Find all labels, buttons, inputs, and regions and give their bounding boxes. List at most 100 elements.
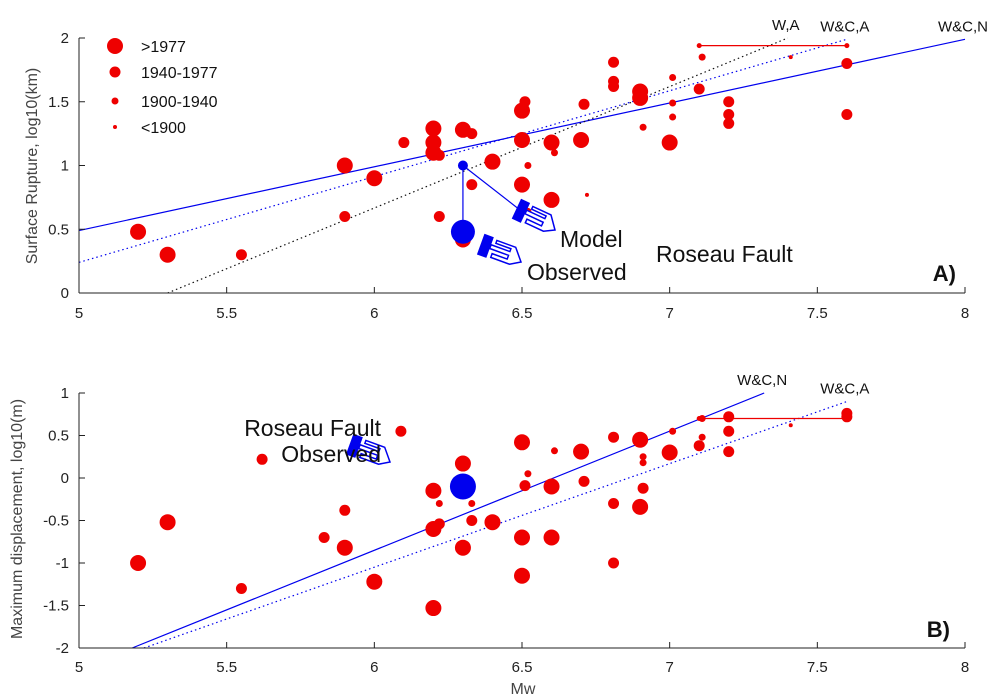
data-point <box>466 128 478 140</box>
data-point <box>514 176 530 193</box>
data-point <box>524 470 532 478</box>
panel-a-axes: 5 5.5 6 6.5 7 7.5 8 0 0.5 1 1.5 2 <box>48 30 969 322</box>
data-point <box>669 74 677 82</box>
panel-b-ranges <box>696 416 850 421</box>
data-point <box>514 529 530 546</box>
panel-b-x-axis-label: Mw <box>511 681 536 698</box>
panel-a-roseau-fault-label: Roseau Fault <box>656 241 793 267</box>
data-point <box>425 482 442 499</box>
y-tick-label: -2 <box>56 640 69 657</box>
regression-line-label: W&C,N <box>737 372 787 389</box>
data-point <box>425 600 442 617</box>
data-point <box>550 447 558 455</box>
data-point <box>723 117 735 129</box>
x-tick-label: 6.5 <box>512 659 533 676</box>
data-point <box>841 109 853 120</box>
data-point <box>550 149 558 157</box>
data-point <box>235 249 247 261</box>
range-endpoint <box>844 43 850 49</box>
data-point <box>519 96 531 108</box>
x-tick-label: 6 <box>370 305 378 322</box>
panel-a-ranges <box>696 43 850 49</box>
legend-marker <box>109 66 121 78</box>
data-point <box>318 532 330 543</box>
data-point <box>578 98 590 110</box>
panel-b-roseau-fault-label: Roseau Fault <box>244 415 381 441</box>
regression-line-label: W,A <box>772 17 800 34</box>
data-point <box>661 444 678 461</box>
data-point <box>336 539 353 556</box>
data-point <box>484 153 501 170</box>
data-point <box>841 407 853 419</box>
legend-marker <box>107 38 123 54</box>
data-point <box>639 453 647 461</box>
data-point <box>584 192 589 197</box>
panel-a-regression-lines: W&C,N W&C,A W,A <box>78 17 988 294</box>
data-point <box>514 567 530 584</box>
data-point <box>159 246 176 263</box>
panel-b: W&C,N W&C,A Roseau Fault Observed B) 5 5.5… <box>9 372 969 698</box>
x-tick-label: 8 <box>961 659 969 676</box>
data-point <box>669 113 677 121</box>
data-point <box>723 425 735 437</box>
panel-a-model-pointer-line <box>462 165 521 211</box>
legend-label: <1900 <box>141 120 186 137</box>
data-point <box>524 162 532 169</box>
data-point <box>698 415 706 422</box>
data-point <box>632 89 649 106</box>
x-tick-label: 5 <box>75 305 83 322</box>
data-point <box>425 120 442 137</box>
data-point <box>543 478 560 495</box>
regression-line-label: W&C,A <box>820 381 869 398</box>
data-point <box>366 170 383 187</box>
regression-line-label: W&C,N <box>938 18 988 35</box>
data-point <box>514 434 530 451</box>
data-point <box>543 134 560 151</box>
x-tick-label: 7.5 <box>807 305 828 322</box>
data-point <box>519 480 531 492</box>
data-point <box>632 431 649 448</box>
data-point <box>608 498 620 509</box>
regression-line <box>78 38 848 263</box>
y-tick-label: 1 <box>61 158 69 175</box>
data-point <box>693 83 705 95</box>
panel-b-points <box>130 407 853 617</box>
data-point <box>543 191 560 208</box>
y-tick-label: 1 <box>61 385 69 402</box>
x-tick-label: 6.5 <box>512 305 533 322</box>
x-tick-label: 7 <box>665 305 673 322</box>
data-point <box>484 514 501 531</box>
y-tick-label: 0 <box>61 470 69 487</box>
panel-b-observed-point <box>449 473 476 500</box>
data-point <box>573 443 590 460</box>
panel-a-annotations: Model Observed Roseau Fault A) <box>450 160 956 286</box>
panel-b-regression-lines: W&C,N W&C,A <box>131 372 869 649</box>
data-point <box>454 539 471 556</box>
data-point <box>366 573 383 590</box>
data-point <box>608 80 620 92</box>
y-tick-label: -1.5 <box>43 598 69 615</box>
y-tick-label: 0.5 <box>48 428 69 445</box>
data-point <box>578 475 590 487</box>
data-point <box>608 557 620 569</box>
data-point <box>425 521 442 537</box>
y-tick-label: 0.5 <box>48 221 69 238</box>
data-point <box>339 504 351 516</box>
data-point <box>543 529 560 546</box>
data-point <box>130 223 147 240</box>
data-point <box>398 137 410 149</box>
regression-line <box>167 37 789 294</box>
data-point <box>608 56 620 68</box>
panel-a-y-axis-label: Surface Rupture, log10(km) <box>24 68 41 265</box>
panel-b-observed-label: Observed <box>281 441 381 467</box>
data-point <box>573 132 590 148</box>
x-tick-label: 7.5 <box>807 659 828 676</box>
regression-line-label: W&C,A <box>820 18 869 35</box>
data-point <box>637 482 649 494</box>
legend-marker <box>111 97 119 105</box>
data-point <box>698 433 706 441</box>
legend-label: >1977 <box>141 39 186 56</box>
panel-b-label: B) <box>927 617 950 642</box>
data-point <box>632 498 649 515</box>
y-tick-label: -0.5 <box>43 513 69 530</box>
